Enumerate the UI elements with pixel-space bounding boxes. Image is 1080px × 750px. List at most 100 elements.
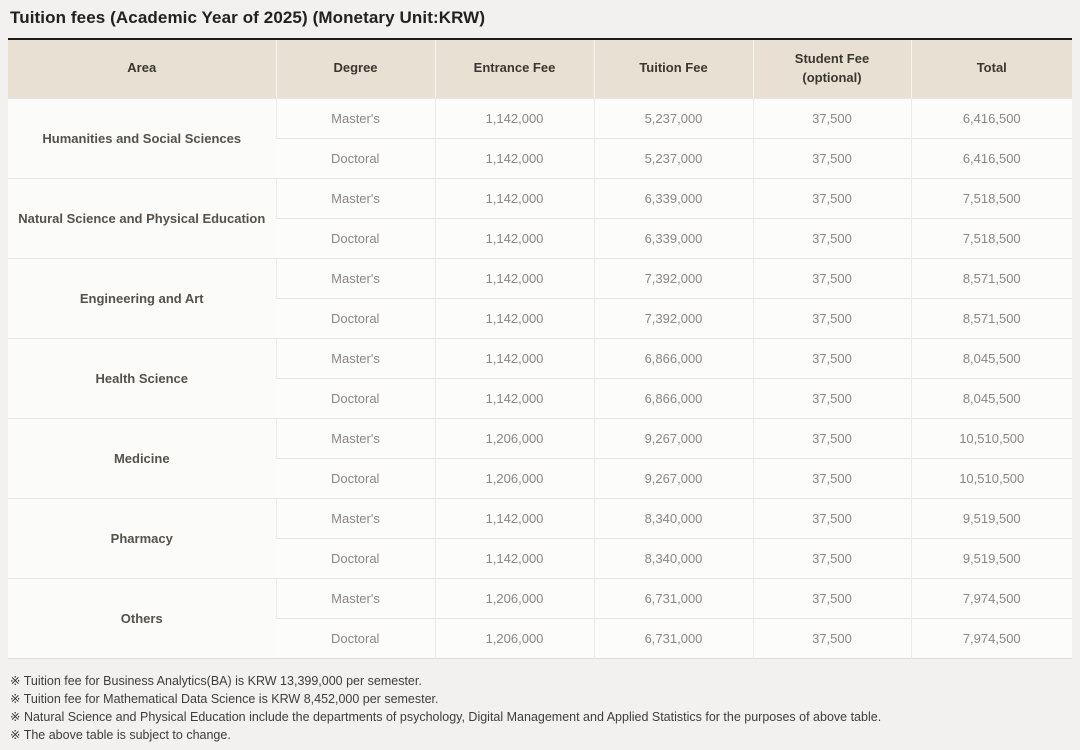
degree-cell: Doctoral [276, 457, 435, 498]
table-row: Pharmacy Master's 1,142,000 8,340,000 37… [8, 497, 1072, 578]
footnote-business-analytics: ※ Tuition fee for Business Analytics(BA)… [10, 673, 422, 688]
tuition-fee-cell: 9,267,000 [593, 457, 753, 498]
area-cell: Health Science [8, 337, 276, 418]
total-cell: 7,974,500 [910, 617, 1072, 658]
student-fee-cell: 37,500 [752, 297, 911, 338]
entrance-fee-cell: 1,142,000 [434, 537, 594, 578]
entrance-fee-cell: 1,206,000 [434, 577, 594, 618]
tuition-fee-cell: 5,237,000 [593, 97, 753, 138]
column-header-total: Total [910, 39, 1072, 98]
area-cell: Pharmacy [8, 497, 276, 578]
total-cell: 9,519,500 [910, 497, 1072, 538]
total-cell: 7,518,500 [910, 217, 1072, 258]
table-row: Doctoral 1,142,000 5,237,000 37,500 6,41… [8, 137, 1072, 178]
table-row: Natural Science and Physical Education M… [8, 177, 1072, 258]
table-row: Doctoral 1,142,000 6,866,000 37,500 8,04… [8, 377, 1072, 418]
footnote-mathematical-data-science: ※ Tuition fee for Mathematical Data Scie… [10, 691, 439, 706]
student-fee-cell: 37,500 [752, 417, 911, 458]
tuition-fee-cell: 6,339,000 [593, 177, 753, 218]
page-title: Tuition fees (Academic Year of 2025) (Mo… [10, 8, 486, 27]
area-cell: Others [8, 577, 276, 658]
degree-cell: Doctoral [276, 217, 435, 258]
tuition-fee-cell: 6,866,000 [593, 377, 753, 418]
column-header-degree: Degree [275, 39, 435, 98]
student-fee-cell: 37,500 [752, 97, 911, 138]
tuition-fee-cell: 8,340,000 [593, 497, 753, 538]
tuition-fee-cell: 7,392,000 [593, 257, 753, 298]
tuition-fee-cell: 8,340,000 [593, 537, 753, 578]
column-header-area: Area [8, 39, 276, 98]
student-fee-cell: 37,500 [752, 577, 911, 618]
tuition-fee-cell: 5,237,000 [593, 137, 753, 178]
area-cell: Humanities and Social Sciences [8, 97, 276, 178]
total-cell: 6,416,500 [910, 137, 1072, 178]
entrance-fee-cell: 1,142,000 [434, 497, 594, 538]
tuition-fee-cell: 7,392,000 [593, 297, 753, 338]
table-row: Doctoral 1,142,000 7,392,000 37,500 8,57… [8, 297, 1072, 338]
degree-cell: Master's [275, 97, 435, 138]
student-fee-cell: 37,500 [752, 617, 911, 658]
footnotes: ※ Tuition fee for Business Analytics(BA)… [10, 672, 1072, 744]
student-fee-cell: 37,500 [752, 217, 911, 258]
student-fee-cell: 37,500 [752, 177, 911, 218]
degree-cell: Master's [275, 417, 435, 458]
student-fee-cell: 37,500 [752, 377, 911, 418]
table-row: Others Master's 1,206,000 6,731,000 37,5… [8, 577, 1072, 658]
tuition-fee-cell: 6,731,000 [593, 617, 753, 658]
degree-cell: Master's [275, 257, 435, 298]
degree-cell: Doctoral [276, 617, 435, 658]
table-row: Engineering and Art Master's 1,142,000 7… [8, 257, 1072, 338]
table-row: Medicine Master's 1,206,000 9,267,000 37… [8, 417, 1072, 498]
entrance-fee-cell: 1,142,000 [434, 177, 594, 218]
tuition-fees-table: Area Degree Entrance Fee Tuition Fee Stu… [8, 38, 1072, 659]
degree-cell: Doctoral [276, 297, 435, 338]
degree-cell: Master's [275, 337, 435, 378]
entrance-fee-cell: 1,142,000 [434, 137, 594, 178]
tuition-fee-cell: 6,866,000 [593, 337, 753, 378]
table-row: Health Science Master's 1,142,000 6,866,… [8, 337, 1072, 418]
total-cell: 7,974,500 [910, 577, 1072, 618]
column-header-student-fee: Student Fee (optional) [752, 39, 911, 98]
total-cell: 6,416,500 [910, 97, 1072, 138]
total-cell: 8,045,500 [910, 337, 1072, 378]
total-cell: 8,045,500 [910, 377, 1072, 418]
entrance-fee-cell: 1,142,000 [434, 257, 594, 298]
degree-cell: Master's [275, 577, 435, 618]
table-header-row: Area Degree Entrance Fee Tuition Fee Stu… [8, 39, 1072, 98]
entrance-fee-cell: 1,142,000 [434, 337, 594, 378]
total-cell: 7,518,500 [910, 177, 1072, 218]
degree-cell: Doctoral [276, 537, 435, 578]
total-cell: 9,519,500 [910, 537, 1072, 578]
area-cell: Engineering and Art [8, 257, 276, 338]
area-cell: Medicine [8, 417, 276, 498]
degree-cell: Doctoral [276, 137, 435, 178]
table-row: Doctoral 1,206,000 9,267,000 37,500 10,5… [8, 457, 1072, 498]
tuition-fee-cell: 9,267,000 [593, 417, 753, 458]
student-fee-cell: 37,500 [752, 457, 911, 498]
student-fee-cell: 37,500 [752, 137, 911, 178]
entrance-fee-cell: 1,142,000 [434, 297, 594, 338]
entrance-fee-cell: 1,142,000 [434, 97, 594, 138]
degree-cell: Master's [275, 497, 435, 538]
table-row: Doctoral 1,206,000 6,731,000 37,500 7,97… [8, 617, 1072, 658]
degree-cell: Master's [275, 177, 435, 218]
footnote-subject-to-change: ※ The above table is subject to change. [10, 727, 231, 742]
table-row: Doctoral 1,142,000 6,339,000 37,500 7,51… [8, 217, 1072, 258]
entrance-fee-cell: 1,206,000 [434, 617, 594, 658]
table-row: Humanities and Social Sciences Master's … [8, 97, 1072, 178]
student-fee-cell: 37,500 [752, 337, 911, 378]
student-fee-cell: 37,500 [752, 537, 911, 578]
column-header-entrance-fee: Entrance Fee [434, 39, 594, 98]
table-row: Doctoral 1,142,000 8,340,000 37,500 9,51… [8, 537, 1072, 578]
tuition-fee-cell: 6,339,000 [593, 217, 753, 258]
entrance-fee-cell: 1,206,000 [434, 457, 594, 498]
total-cell: 10,510,500 [910, 457, 1072, 498]
total-cell: 8,571,500 [910, 257, 1072, 298]
student-fee-cell: 37,500 [752, 497, 911, 538]
entrance-fee-cell: 1,142,000 [434, 377, 594, 418]
footnote-natural-science-departments: ※ Natural Science and Physical Education… [10, 709, 882, 724]
total-cell: 8,571,500 [910, 297, 1072, 338]
student-fee-cell: 37,500 [752, 257, 911, 298]
entrance-fee-cell: 1,206,000 [434, 417, 594, 458]
total-cell: 10,510,500 [910, 417, 1072, 458]
